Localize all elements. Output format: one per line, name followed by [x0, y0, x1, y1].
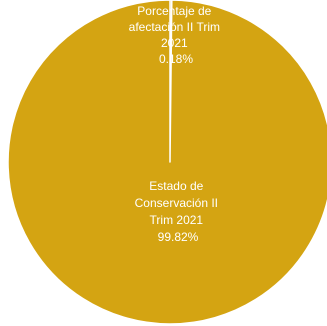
svg-text:Estado de Conservación II: Estado de Conservación II Trim 2021 99.8…	[135, 179, 222, 244]
slice-2-value-label: 99.82%	[158, 230, 199, 244]
slice-2-label-line-2: Conservación II	[135, 196, 218, 210]
slice-1-label-line-1: Porcentaje de	[137, 4, 211, 18]
slice-1-label-line-3: 2021	[161, 36, 188, 50]
slice-1-value-label: 0.18%	[159, 52, 193, 66]
slice-2-label-line-1: Estado de	[149, 179, 203, 193]
pie-slice-2	[7, 0, 327, 325]
svg-text:Porcentaje de afectación I: Porcentaje de afectación II Trim 2021 0.…	[129, 4, 224, 66]
pie-slices	[7, 0, 327, 325]
slice-1-label-line-2: afectación II Trim	[129, 20, 220, 34]
slice-2-label-line-3: Trim 2021	[150, 213, 204, 227]
